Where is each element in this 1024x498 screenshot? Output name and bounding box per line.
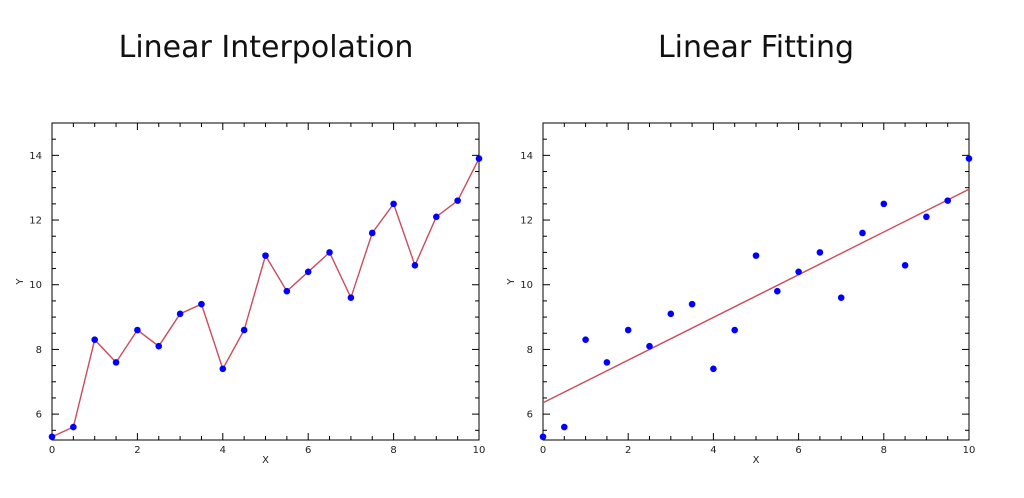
y-axis-label: Y xyxy=(506,278,517,286)
x-tick-label: 10 xyxy=(963,445,976,456)
data-point xyxy=(91,336,98,344)
chart-title-linear-interpolation: Linear Interpolation xyxy=(118,30,414,65)
data-point xyxy=(283,287,291,295)
data-point xyxy=(134,326,141,334)
x-tick-label: 4 xyxy=(220,445,226,456)
data-point xyxy=(411,262,419,269)
x-axis-label: X xyxy=(262,455,269,466)
y-tick-label: 10 xyxy=(520,280,533,291)
data-point xyxy=(837,294,845,301)
data-point xyxy=(454,197,461,204)
data-point xyxy=(347,294,355,301)
y-axis-label: Y xyxy=(15,278,26,286)
data-point xyxy=(710,365,717,373)
y-tick-label: 14 xyxy=(29,151,42,162)
chart-title-linear-fitting: Linear Fitting xyxy=(657,30,855,65)
plot-frame xyxy=(542,122,970,441)
data-point xyxy=(326,249,333,256)
x-tick-label: 6 xyxy=(795,445,801,456)
data-point xyxy=(731,326,738,334)
x-tick-label: 8 xyxy=(881,445,887,456)
data-point xyxy=(923,213,930,221)
plot-frame xyxy=(51,122,480,441)
data-point xyxy=(539,433,547,441)
x-tick-label: 0 xyxy=(540,445,546,456)
y-tick-label: 14 xyxy=(520,151,533,162)
data-point xyxy=(70,423,77,431)
data-point xyxy=(795,268,802,276)
data-point xyxy=(774,287,781,295)
data-point xyxy=(603,359,611,366)
interpolation-line xyxy=(51,158,480,438)
data-point xyxy=(240,326,248,334)
y-tick-label: 10 xyxy=(29,280,42,291)
chart-linear-fitting: 0 2 4 6 8 10 6 8 10 12 14 X Y xyxy=(506,122,976,466)
x-tick-label: 6 xyxy=(305,445,311,456)
x-tick-label: 2 xyxy=(134,445,140,456)
y-tick-label: 6 xyxy=(527,410,533,421)
chart-linear-interpolation: 0 2 4 6 8 10 6 8 10 12 14 X Y xyxy=(15,122,486,466)
x-axis-label: X xyxy=(753,455,760,466)
fit-line xyxy=(542,188,970,404)
data-point xyxy=(901,262,909,269)
data-point xyxy=(859,229,866,237)
x-tick-label: 8 xyxy=(390,445,396,456)
data-point xyxy=(48,433,56,441)
data-point xyxy=(582,336,589,344)
data-point xyxy=(176,310,184,318)
data-point xyxy=(944,197,951,204)
data-point xyxy=(624,326,632,334)
data-point xyxy=(646,342,653,350)
y-tick-label: 6 xyxy=(36,410,42,421)
data-point xyxy=(816,249,824,256)
x-tick-label: 0 xyxy=(49,445,55,456)
y-tick-label: 8 xyxy=(36,345,42,356)
data-point xyxy=(368,229,376,237)
data-point xyxy=(752,252,760,259)
data-point xyxy=(219,365,227,373)
data-point xyxy=(880,200,888,208)
y-tick-label: 12 xyxy=(520,216,533,227)
data-point xyxy=(390,200,397,208)
x-tick-label: 10 xyxy=(473,445,486,456)
data-point xyxy=(262,252,269,259)
x-tick-label: 4 xyxy=(710,445,716,456)
data-point xyxy=(112,359,120,366)
data-point xyxy=(433,213,440,221)
data-point xyxy=(561,423,568,431)
data-point xyxy=(688,300,696,308)
data-point xyxy=(198,300,205,308)
data-point xyxy=(965,155,973,162)
x-tick-label: 2 xyxy=(625,445,631,456)
data-point xyxy=(667,310,675,318)
data-point xyxy=(475,155,483,162)
y-tick-label: 12 xyxy=(29,216,42,227)
data-point xyxy=(304,268,312,276)
y-tick-label: 8 xyxy=(527,345,533,356)
data-point xyxy=(155,342,163,350)
